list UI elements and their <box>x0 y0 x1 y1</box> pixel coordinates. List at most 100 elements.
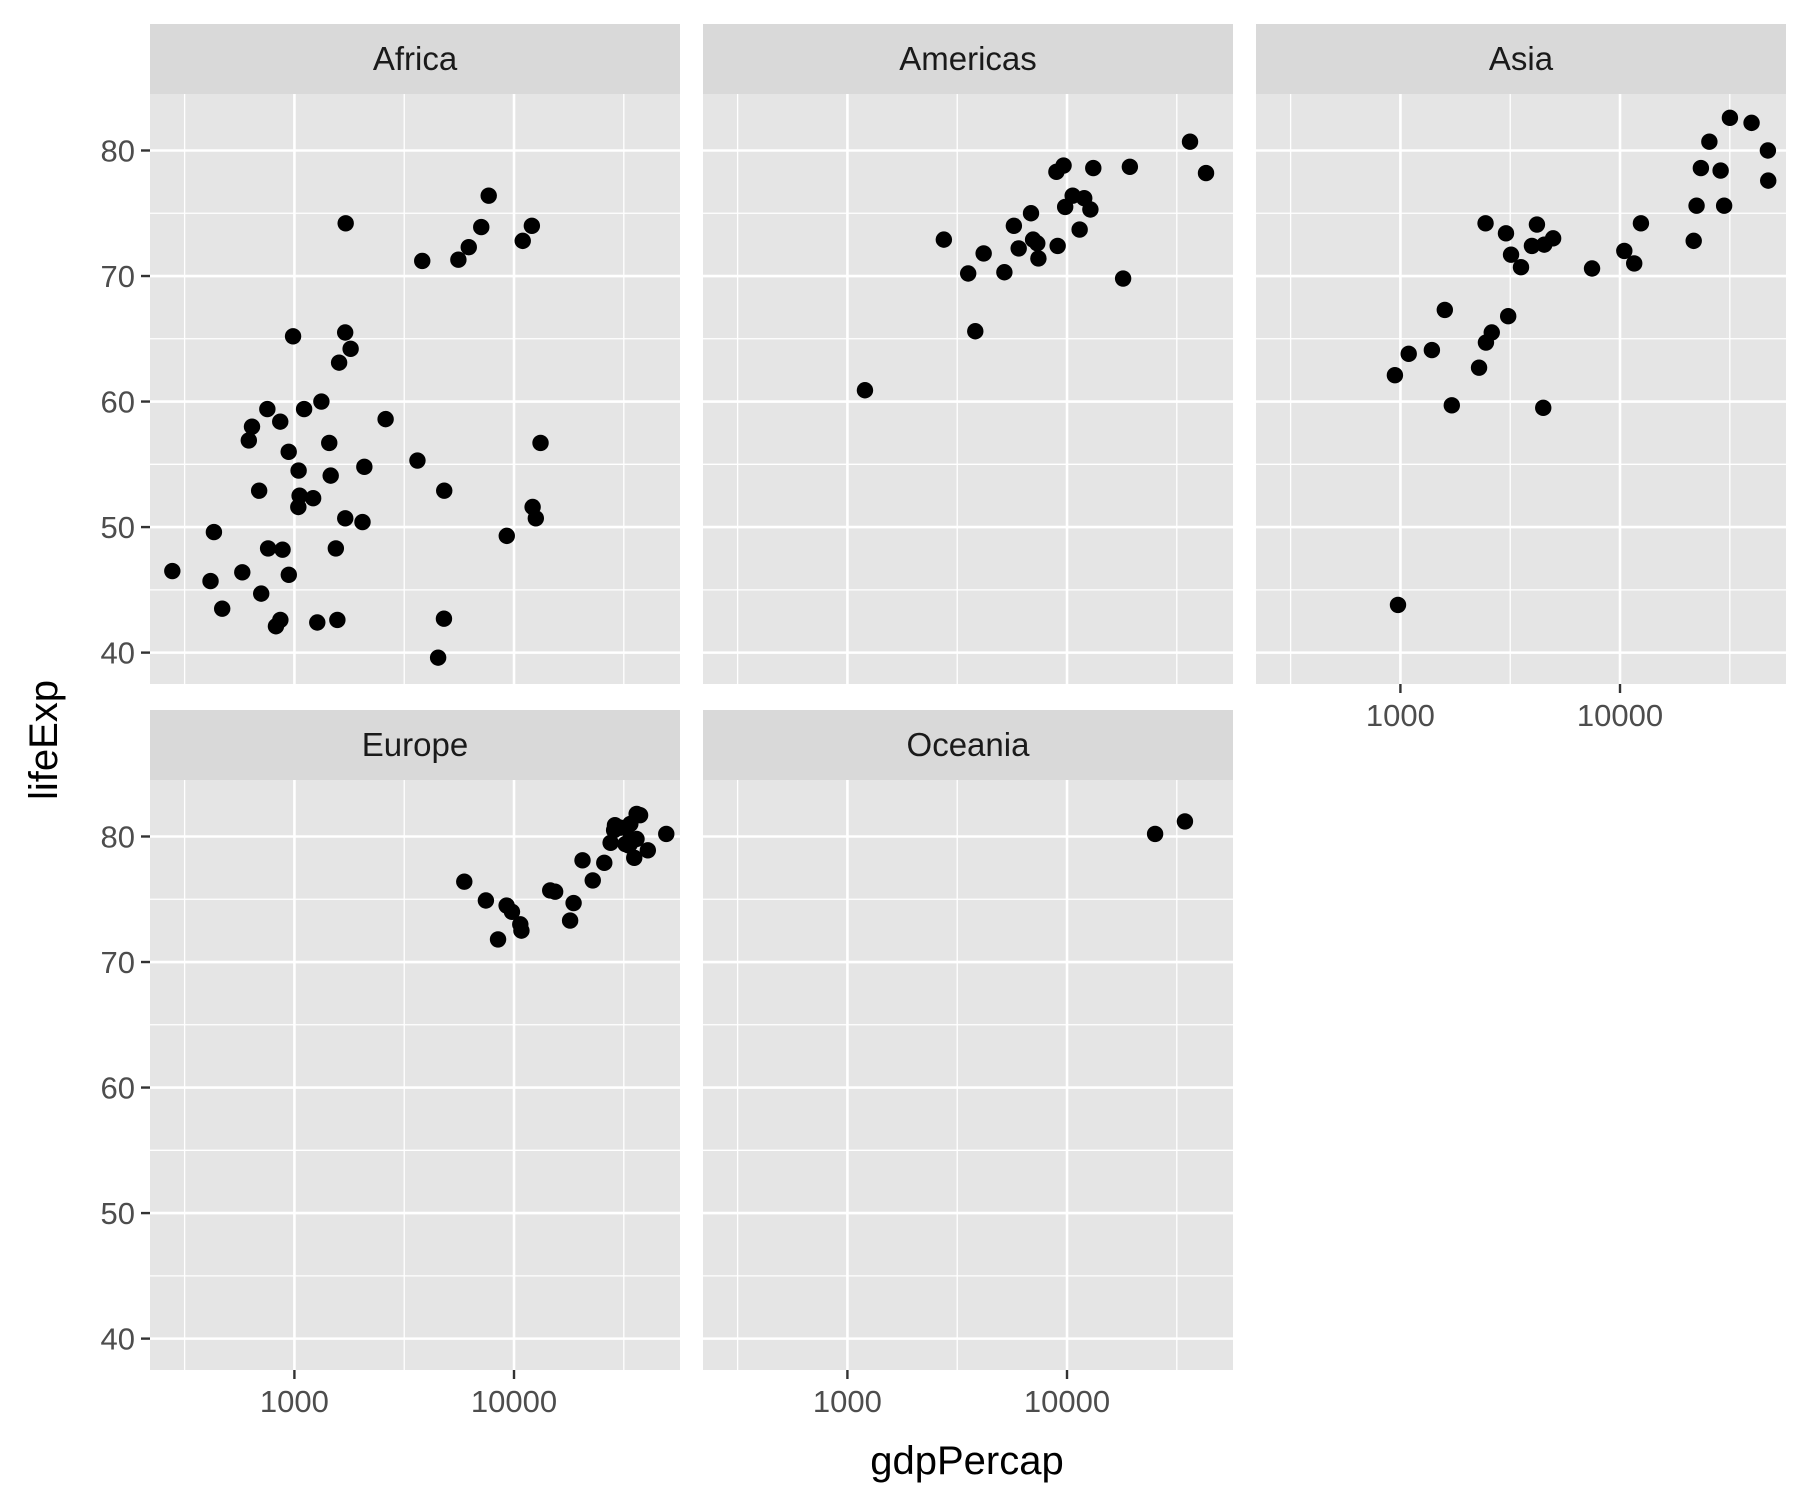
data-point <box>243 418 261 435</box>
data-point <box>1048 163 1065 181</box>
facet-strip <box>150 24 680 94</box>
data-point <box>1071 221 1088 238</box>
data-point <box>561 912 579 929</box>
data-point <box>480 187 497 204</box>
data-point <box>574 852 591 869</box>
data-point <box>1470 359 1488 376</box>
data-point <box>234 564 251 581</box>
data-point <box>290 462 307 479</box>
data-point <box>330 354 348 371</box>
data-point <box>313 393 330 410</box>
y-tick-label: 80 <box>101 819 135 854</box>
facet-strip-label: Europe <box>362 726 468 763</box>
data-point <box>1759 142 1777 159</box>
data-point <box>280 443 297 460</box>
data-point <box>259 400 276 418</box>
data-point <box>1523 237 1541 255</box>
data-point <box>1197 164 1215 182</box>
y-tick-label: 80 <box>101 133 135 168</box>
data-point <box>1760 172 1777 189</box>
data-point <box>309 614 326 631</box>
data-point <box>498 527 515 545</box>
facet-strip <box>1256 24 1786 94</box>
y-tick-label: 50 <box>101 1196 135 1231</box>
data-point <box>1121 158 1139 176</box>
data-point <box>856 382 874 399</box>
data-point <box>1715 197 1733 214</box>
facet-strip <box>703 24 1233 94</box>
data-point <box>1423 341 1441 359</box>
data-point <box>626 849 643 867</box>
data-point <box>1049 237 1066 255</box>
data-point <box>354 513 371 531</box>
facet-strip-label: Oceania <box>907 726 1031 763</box>
facet-panel-americas: Americas <box>703 24 1233 684</box>
data-point <box>935 231 953 248</box>
data-point <box>1499 307 1517 325</box>
x-tick-label: 1000 <box>260 1384 329 1419</box>
facet-panel-oceania: Oceania 1000 10000 <box>703 710 1233 1419</box>
data-point <box>584 872 601 889</box>
data-point <box>272 413 289 430</box>
data-point <box>606 816 624 834</box>
data-point <box>546 883 564 900</box>
facet-panel-europe: Europe 40 50 60 70 80 1000 10000 <box>101 710 680 1419</box>
data-point <box>409 452 426 469</box>
data-point <box>620 835 637 853</box>
data-point <box>342 340 359 358</box>
data-point <box>336 324 354 341</box>
data-point <box>975 245 992 262</box>
data-point <box>1400 345 1417 363</box>
y-tick-label: 40 <box>101 636 135 671</box>
data-point <box>967 323 984 340</box>
data-point <box>250 482 268 499</box>
data-point <box>1022 205 1040 222</box>
data-point <box>532 434 549 452</box>
data-point <box>1616 242 1633 260</box>
facet-strip-label: Asia <box>1489 40 1554 77</box>
data-point <box>1181 133 1199 150</box>
data-point <box>565 894 582 912</box>
data-point <box>1626 255 1643 272</box>
data-point <box>523 217 541 235</box>
data-point <box>435 610 453 627</box>
data-point <box>1512 259 1530 276</box>
x-tick-label: 10000 <box>1577 698 1663 733</box>
y-tick-label: 50 <box>101 510 135 545</box>
data-point <box>514 232 531 250</box>
y-tick-label: 70 <box>101 259 135 294</box>
panel-background <box>703 780 1233 1370</box>
data-point <box>631 806 649 824</box>
y-tick-label: 40 <box>101 1322 135 1357</box>
data-point <box>329 611 346 629</box>
data-point <box>321 434 338 452</box>
data-point <box>377 410 394 428</box>
facet-panel-asia: Asia 1000 10000 <box>1256 24 1786 733</box>
data-point <box>1535 399 1552 417</box>
data-point <box>959 265 977 282</box>
panel-background <box>703 94 1233 684</box>
data-point <box>1114 270 1132 287</box>
data-point <box>1010 240 1027 257</box>
data-point <box>1685 232 1702 250</box>
data-point <box>1502 246 1520 263</box>
data-point <box>1443 397 1460 414</box>
data-point <box>503 903 521 921</box>
data-point <box>322 467 339 484</box>
x-axis-title: gdpPercap <box>870 1439 1063 1483</box>
data-point <box>274 541 291 558</box>
data-point <box>337 215 354 232</box>
data-point <box>429 649 447 666</box>
data-point <box>1483 324 1500 341</box>
y-tick-label: 60 <box>101 1071 135 1106</box>
data-point <box>1743 114 1760 132</box>
data-point <box>259 540 277 557</box>
data-point <box>304 490 322 507</box>
data-point <box>280 566 298 583</box>
facet-panel-africa: Africa 40 50 60 70 80 <box>101 24 680 684</box>
data-point <box>1477 215 1494 232</box>
data-point <box>337 510 354 527</box>
data-point <box>272 611 289 629</box>
facet-strip <box>703 710 1233 780</box>
